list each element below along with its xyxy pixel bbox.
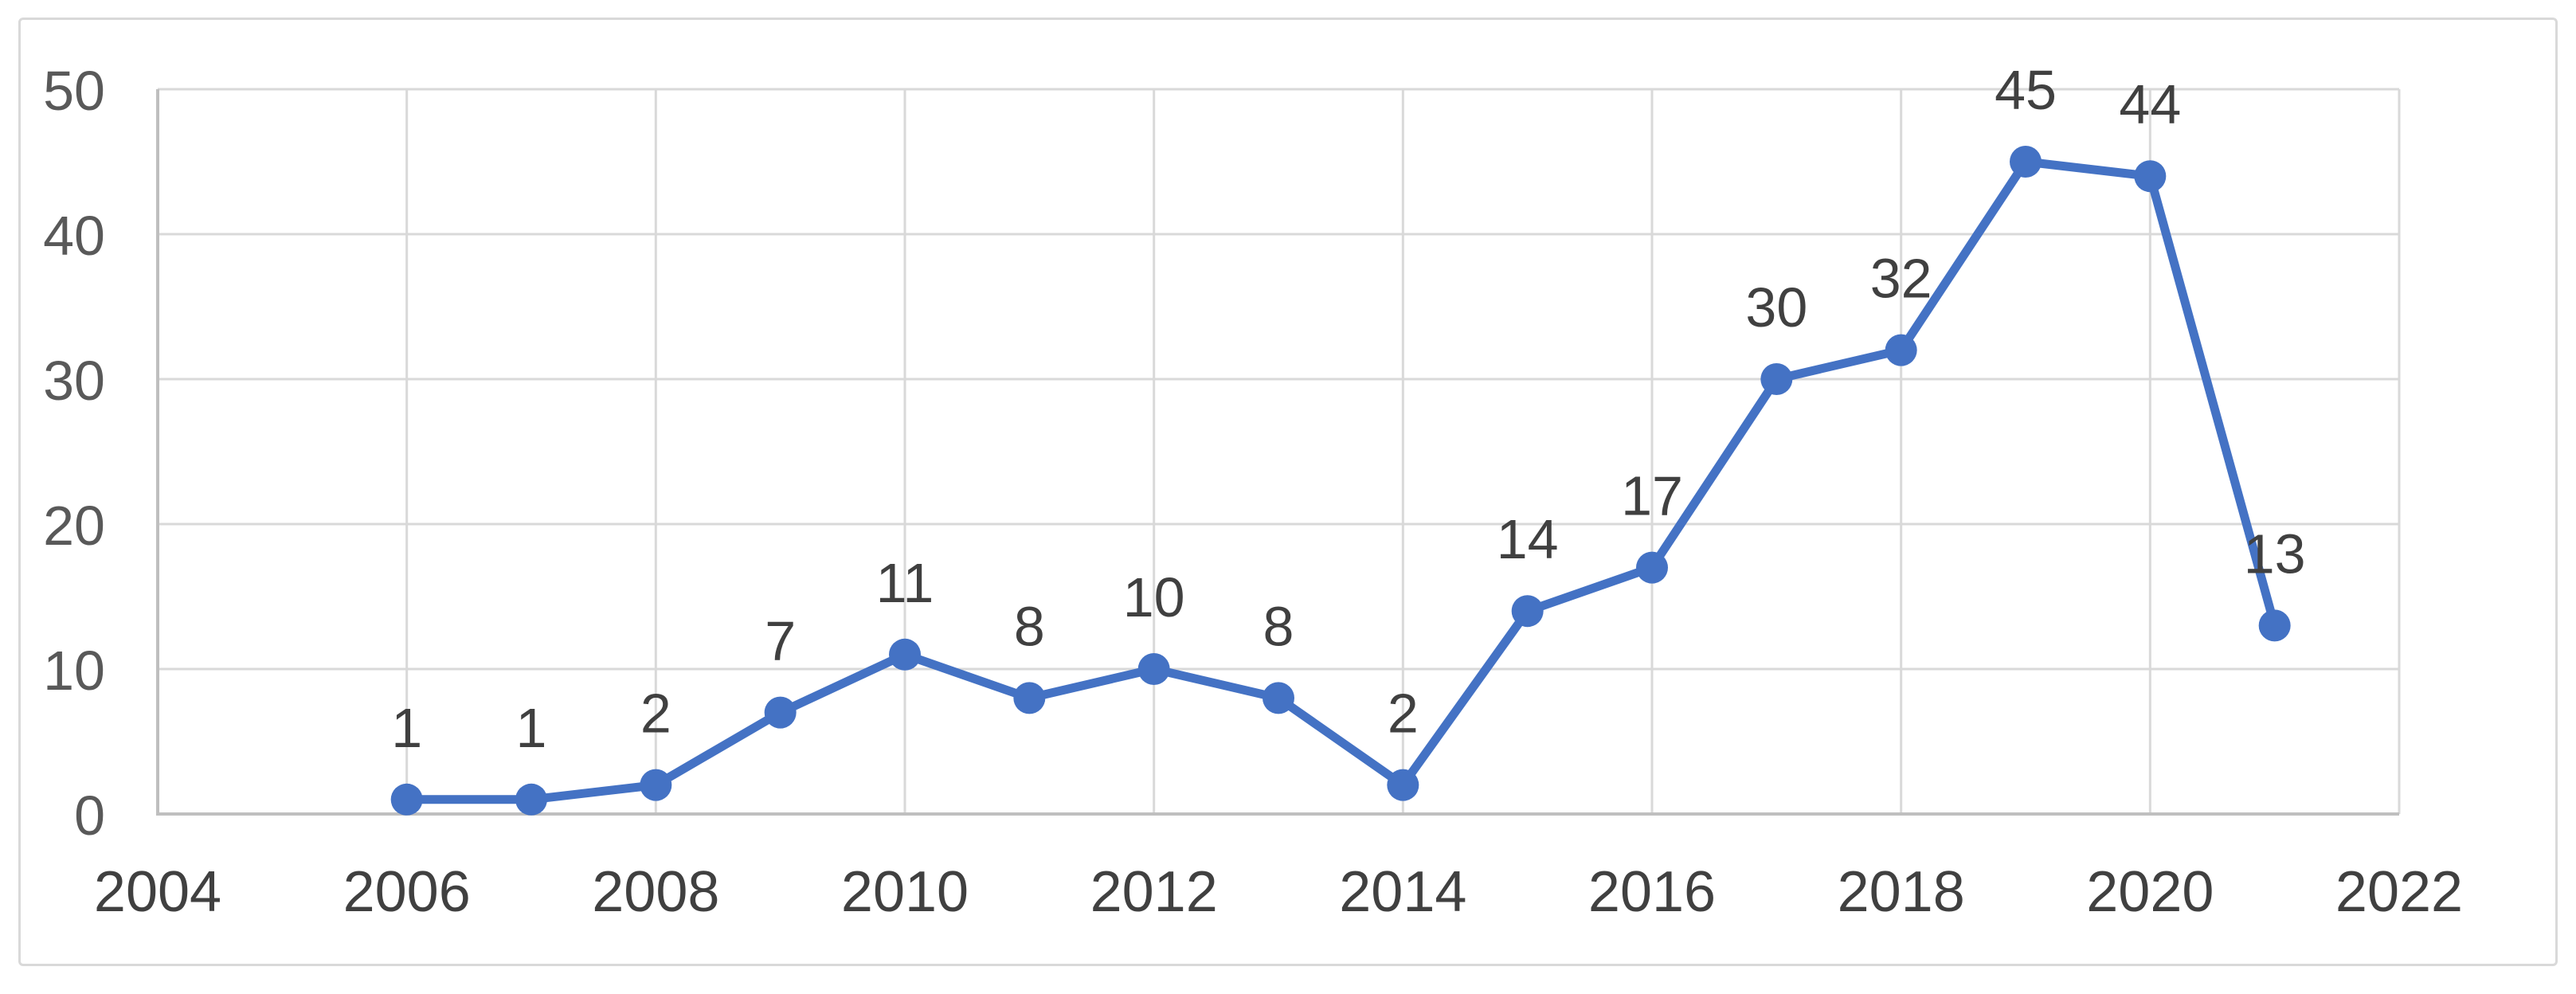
- data-label: 44: [2119, 73, 2181, 135]
- data-point-marker: [1387, 769, 1419, 801]
- x-axis-tick-label: 2014: [1339, 860, 1466, 924]
- y-axis-tick-label: 30: [43, 350, 105, 412]
- data-point-marker: [2134, 160, 2167, 193]
- x-axis-tick-label: 2012: [1090, 860, 1218, 924]
- x-axis-tick-label: 2020: [2086, 860, 2214, 924]
- data-label: 14: [1497, 508, 1559, 570]
- data-point-marker: [1760, 363, 1793, 395]
- data-point-marker: [1511, 595, 1544, 628]
- data-point-marker: [1013, 682, 1046, 714]
- data-point-marker: [1137, 653, 1170, 685]
- tick-labels-group: 0 10 20 30 40 50 2004 2006 2008 2010 2012 2014 2016 2…: [43, 60, 2463, 924]
- x-axis-tick-label: 2006: [343, 860, 471, 924]
- data-point-marker: [889, 638, 921, 671]
- data-label: 13: [2244, 522, 2306, 585]
- x-axis-tick-label: 2018: [1838, 860, 1965, 924]
- x-axis-tick-label: 2016: [1588, 860, 1716, 924]
- series-line: [402, 157, 2280, 804]
- data-label: 8: [1014, 595, 1045, 657]
- y-axis-tick-label: 20: [43, 495, 105, 557]
- data-label: 45: [1995, 59, 2057, 121]
- y-axis-tick-label: 50: [43, 60, 105, 122]
- data-label: 17: [1621, 465, 1683, 527]
- x-axis-tick-label: 2008: [592, 860, 719, 924]
- data-point-marker: [390, 783, 423, 816]
- x-axis-tick-label: 2022: [2335, 860, 2463, 924]
- data-label: 1: [391, 697, 422, 759]
- x-axis-tick-label: 2004: [94, 860, 221, 924]
- data-label: 30: [1745, 276, 1807, 339]
- y-axis-tick-label: 10: [43, 640, 105, 702]
- series-group: [390, 146, 2291, 816]
- data-label: 8: [1263, 595, 1294, 657]
- data-label: 2: [640, 683, 671, 745]
- data-label: 10: [1123, 566, 1185, 628]
- y-axis-tick-label: 0: [74, 785, 105, 847]
- data-point-marker: [515, 783, 547, 816]
- gridlines-group: [158, 88, 2401, 814]
- data-point-marker: [2010, 146, 2042, 178]
- data-label: 2: [1388, 683, 1419, 745]
- data-point-marker: [1885, 334, 1917, 366]
- y-axis-tick-label: 40: [43, 205, 105, 267]
- data-point-marker: [1263, 682, 1294, 714]
- data-point-marker: [764, 696, 797, 729]
- data-point-marker: [2258, 609, 2291, 642]
- data-label: 1: [516, 697, 547, 759]
- data-label: 32: [1870, 248, 1932, 310]
- data-label: 11: [876, 552, 934, 614]
- data-point-marker: [1636, 551, 1668, 584]
- data-label: 7: [765, 610, 796, 672]
- x-axis-tick-label: 2010: [841, 860, 969, 924]
- data-point-marker: [640, 769, 672, 801]
